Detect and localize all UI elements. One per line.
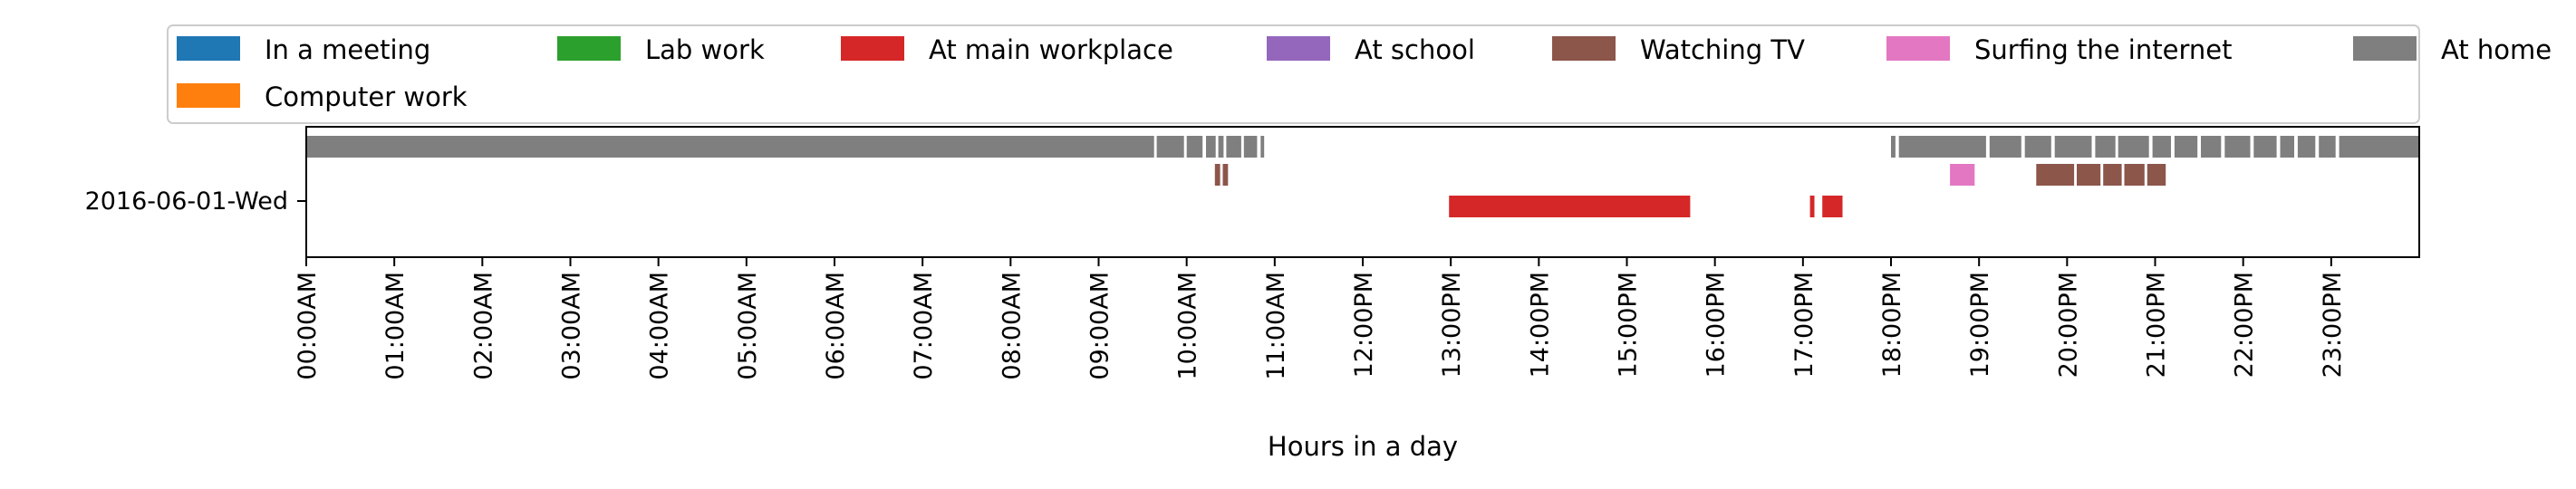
bar-at-home xyxy=(1156,136,1184,158)
bar-at-home xyxy=(1206,136,1216,158)
x-tick-label: 20:00PM xyxy=(2054,272,2082,378)
legend-label: Lab work xyxy=(645,34,765,65)
bar-at-home xyxy=(1243,136,1258,158)
x-tick-label: 13:00PM xyxy=(1438,272,1466,378)
x-tick-label: 03:00AM xyxy=(558,272,586,380)
x-tick-label: 02:00AM xyxy=(469,272,497,380)
x-tick-label: 17:00PM xyxy=(1790,272,1819,378)
bar-at-home xyxy=(1891,136,1896,158)
x-tick-label: 04:00AM xyxy=(646,272,674,380)
bar-at-home xyxy=(1260,136,1265,158)
bar-at-main-workplace xyxy=(1809,196,1815,217)
x-tick-label: 00:00AM xyxy=(294,272,322,380)
legend-swatch xyxy=(841,36,904,61)
legend-box xyxy=(167,24,2420,124)
bar-watching-tv xyxy=(1214,164,1220,186)
bar-at-home xyxy=(2054,136,2092,158)
bar-watching-tv xyxy=(2103,164,2122,186)
y-axis: 2016-06-01-Wed xyxy=(85,187,306,216)
legend-swatch xyxy=(1267,36,1330,61)
x-tick-label: 07:00AM xyxy=(910,272,938,380)
bar-surfing-the-internet xyxy=(1950,164,1975,186)
bar-at-home xyxy=(2201,136,2222,158)
bar-at-home xyxy=(2339,136,2419,158)
legend-swatch xyxy=(177,83,240,108)
bar-at-home xyxy=(2253,136,2277,158)
bar-watching-tv xyxy=(2124,164,2145,186)
legend-label: Watching TV xyxy=(1640,34,1805,65)
x-tick-label: 11:00AM xyxy=(1262,272,1290,380)
x-tick-label: 14:00PM xyxy=(1526,272,1554,378)
bar-at-home xyxy=(1989,136,2021,158)
bar-at-home xyxy=(2224,136,2251,158)
bar-at-home xyxy=(2280,136,2294,158)
legend-label: Surfing the internet xyxy=(1974,34,2232,65)
bar-at-home xyxy=(2174,136,2198,158)
legend-label: At main workplace xyxy=(929,34,1173,65)
x-tick-label: 08:00AM xyxy=(998,272,1026,380)
x-tick-label: 06:00AM xyxy=(822,272,850,380)
activity-bars xyxy=(306,136,2419,217)
x-tick-label: 23:00PM xyxy=(2319,272,2347,378)
bar-at-home xyxy=(2118,136,2149,158)
bar-at-home xyxy=(2297,136,2316,158)
bar-at-home xyxy=(1186,136,1203,158)
x-tick-label: 05:00AM xyxy=(734,272,762,380)
x-tick-label: 12:00PM xyxy=(1350,272,1378,378)
bar-watching-tv xyxy=(2077,164,2101,186)
legend-label: Computer work xyxy=(265,82,468,112)
bar-at-home xyxy=(306,136,1154,158)
y-tick-label: 2016-06-01-Wed xyxy=(85,187,288,216)
legend-label: At school xyxy=(1355,34,1475,65)
x-tick-label: 16:00PM xyxy=(1703,272,1731,378)
x-tick-label: 22:00PM xyxy=(2231,272,2259,378)
bar-at-home xyxy=(2319,136,2336,158)
x-axis-label: Hours in a day xyxy=(1268,431,1458,462)
x-tick-label: 21:00PM xyxy=(2143,272,2171,378)
x-tick-label: 19:00PM xyxy=(1966,272,1994,378)
bar-at-home xyxy=(1226,136,1241,158)
legend-swatch xyxy=(557,36,621,61)
bar-at-home xyxy=(1898,136,1986,158)
bar-at-home xyxy=(2095,136,2116,158)
bar-at-home xyxy=(2024,136,2051,158)
legend-swatch xyxy=(2353,36,2417,61)
bar-at-home xyxy=(2152,136,2171,158)
x-tick-label: 10:00AM xyxy=(1174,272,1202,380)
x-axis-ticks: 00:00AM 01:00AM 02:00AM 03:00AM 04:00AM 05:00… xyxy=(294,257,2347,380)
bar-at-home xyxy=(1218,136,1224,158)
legend-swatch xyxy=(1552,36,1616,61)
legend-swatch xyxy=(177,36,240,61)
legend: In a meeting Lab work At main workplace At … xyxy=(167,24,2552,124)
bar-watching-tv xyxy=(2036,164,2075,186)
x-tick-label: 09:00AM xyxy=(1086,272,1114,380)
bar-watching-tv xyxy=(1222,164,1229,186)
bar-watching-tv xyxy=(2147,164,2166,186)
legend-label: In a meeting xyxy=(265,34,430,65)
bar-at-main-workplace xyxy=(1449,196,1691,217)
legend-label: At home xyxy=(2441,34,2552,65)
bar-at-main-workplace xyxy=(1822,196,1843,217)
x-tick-label: 18:00PM xyxy=(1878,272,1906,378)
x-tick-label: 15:00PM xyxy=(1615,272,1643,378)
legend-swatch xyxy=(1886,36,1950,61)
x-tick-label: 01:00AM xyxy=(381,272,410,380)
